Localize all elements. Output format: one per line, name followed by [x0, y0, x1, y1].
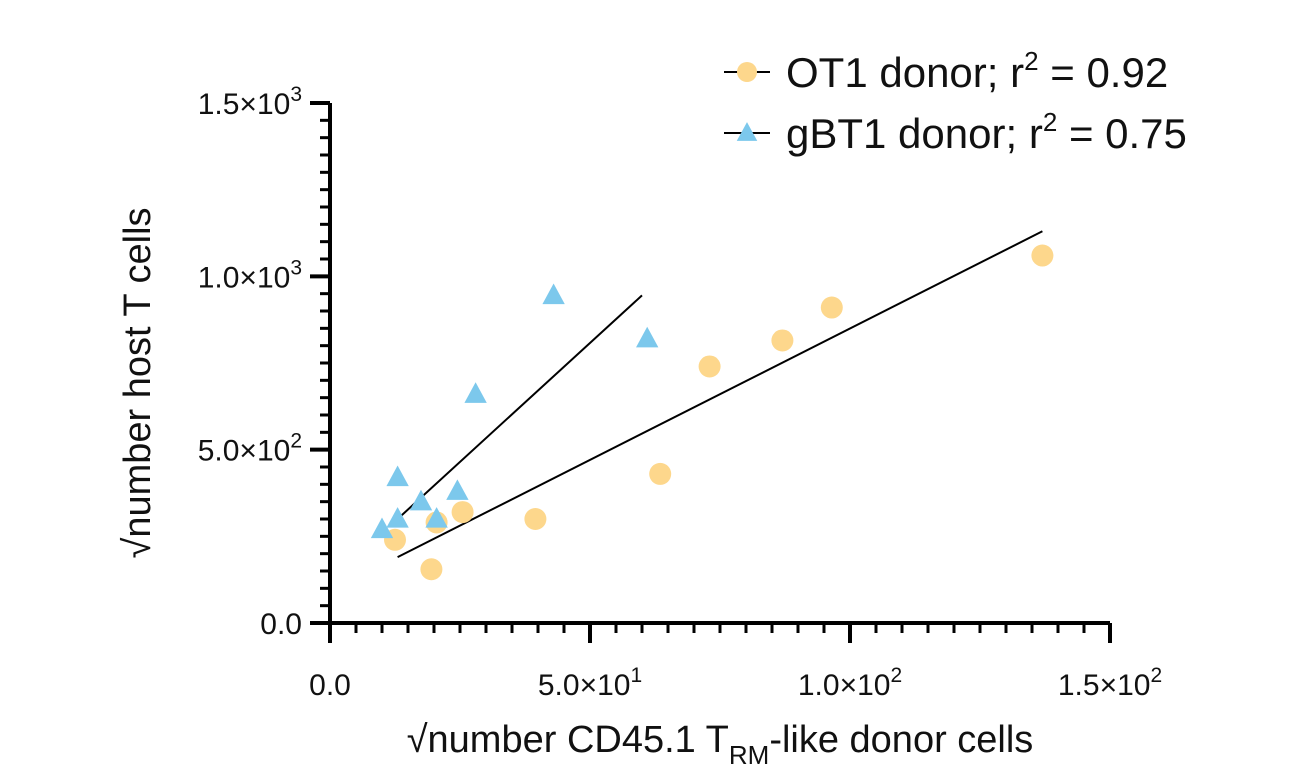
gbt1-point — [542, 283, 565, 305]
legend-label-ot1: OT1 donor; r2 = 0.92 — [786, 46, 1168, 96]
y-tick-label: 5.0×102 — [198, 430, 302, 468]
x-axis-title: √number CD45.1 TRM-like donor cells — [407, 719, 1034, 770]
x-tick-label: 1.0×102 — [798, 664, 902, 702]
ot1-point — [524, 508, 547, 530]
axes: 0.0 5.0×101 1.0×102 1.5×102 0.0 5.0×102 1.0×10… — [117, 83, 1162, 770]
gbt1-point — [446, 479, 469, 500]
gbt1-point — [370, 517, 394, 539]
ot1-point — [1031, 244, 1054, 267]
gbt1-point — [386, 465, 409, 487]
gbt1-point — [409, 489, 433, 511]
x-tick-label: 1.5×102 — [1058, 664, 1162, 702]
gbt1-point — [464, 382, 487, 403]
ot1-point — [451, 501, 474, 524]
gbt1-point — [425, 507, 448, 528]
gbt1-point — [636, 326, 659, 348]
x-tick-label: 5.0×101 — [538, 664, 642, 702]
ot1-point — [420, 558, 443, 581]
x-tick-label: 0.0 — [309, 669, 351, 702]
ot1-point — [649, 462, 672, 485]
gbt1-point — [386, 507, 409, 528]
ot1-point — [771, 329, 794, 352]
fit-line-gbt1 — [396, 294, 643, 520]
y-tick-label: 0.0 — [260, 608, 302, 641]
ot1-point — [820, 296, 843, 319]
ot1-point — [698, 355, 721, 378]
legend-label-gbt1: gBT1 donor; r2 = 0.75 — [786, 107, 1187, 157]
legend-marker-gbt1 — [736, 122, 758, 141]
y-tick-label: 1.5×103 — [198, 83, 302, 121]
legend: OT1 donor; r2 = 0.92 gBT1 donor; r2 = 0.7… — [724, 46, 1187, 157]
y-tick-label: 1.0×103 — [198, 256, 302, 294]
fit-lines — [396, 230, 1043, 559]
fit-line-ot1 — [397, 230, 1043, 559]
y-axis-title: √number host T cells — [117, 207, 159, 558]
data-points — [370, 244, 1054, 581]
legend-marker-ot1 — [737, 62, 757, 82]
